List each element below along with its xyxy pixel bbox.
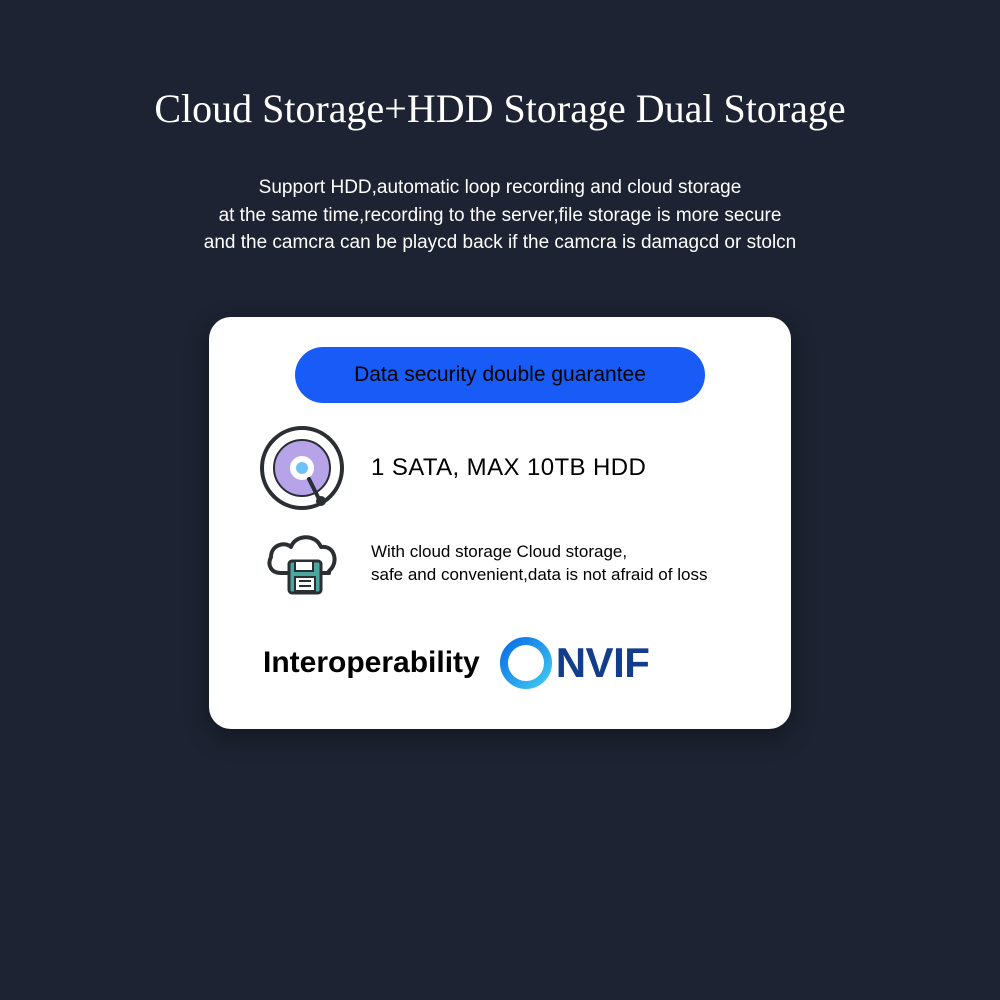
subtitle-line-1: Support HDD,automatic loop recording and… xyxy=(259,177,742,198)
hdd-disk-icon xyxy=(259,425,345,511)
subtitle-line-3: and the camcra can be playcd back if the… xyxy=(204,232,796,253)
feature-card: Data security double guarantee 1 SATA, M… xyxy=(209,317,791,729)
feature-row-hdd: 1 SATA, MAX 10TB HDD xyxy=(259,425,757,511)
onvif-text: NVIF xyxy=(556,639,650,687)
page-title: Cloud Storage+HDD Storage Dual Storage xyxy=(0,0,1000,132)
guarantee-pill: Data security double guarantee xyxy=(295,347,705,403)
onvif-logo: NVIF xyxy=(500,637,650,689)
feature-hdd-text: 1 SATA, MAX 10TB HDD xyxy=(371,454,646,482)
feature-cloud-text: With cloud storage Cloud storage, safe a… xyxy=(371,541,707,587)
cloud-floppy-icon xyxy=(259,521,345,607)
page-subtitle: Support HDD,automatic loop recording and… xyxy=(0,174,1000,257)
feature-row-cloud: With cloud storage Cloud storage, safe a… xyxy=(259,521,757,607)
interoperability-row: Interoperability NVIF xyxy=(263,637,757,689)
interoperability-label: Interoperability xyxy=(263,646,480,680)
feature-cloud-line-1: With cloud storage Cloud storage, xyxy=(371,542,627,561)
subtitle-line-2: at the same time,recording to the server… xyxy=(219,205,782,226)
feature-cloud-line-2: safe and convenient,data is not afraid o… xyxy=(371,565,707,584)
onvif-ring-icon xyxy=(500,637,552,689)
